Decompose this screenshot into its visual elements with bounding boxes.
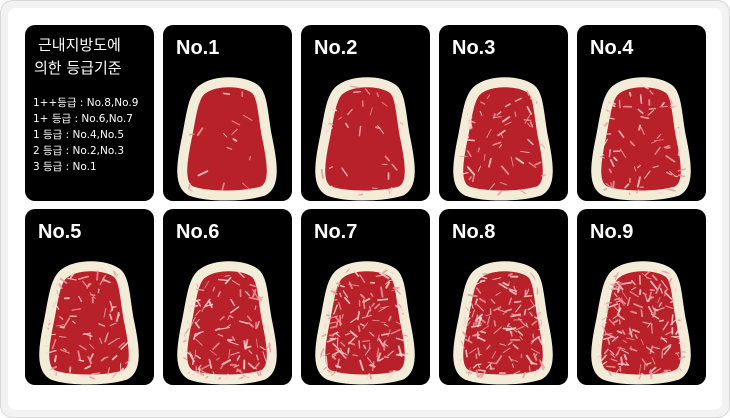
grade-panel: No.3 bbox=[439, 25, 568, 201]
panel-label: No.4 bbox=[590, 37, 634, 59]
legend-bg bbox=[25, 25, 154, 201]
meat-rim bbox=[177, 77, 277, 201]
grade-panel: No.9 bbox=[577, 209, 706, 385]
grade-panel: No.1 bbox=[163, 25, 292, 201]
meat-rim bbox=[591, 77, 691, 201]
meat-rim bbox=[315, 77, 415, 201]
grade-panel: No.8 bbox=[439, 209, 568, 385]
panel-label: No.5 bbox=[38, 221, 81, 243]
marbling bbox=[458, 267, 548, 380]
legend-line: 2 등급 : No.2,No.3 bbox=[33, 145, 124, 157]
panel-label: No.8 bbox=[452, 221, 495, 243]
panel-label: No.7 bbox=[314, 221, 357, 243]
grade-panel: No.2 bbox=[301, 25, 430, 201]
grade-panel: No.4 bbox=[577, 25, 706, 201]
legend-line: 1++등급 : No.8,No.9 bbox=[33, 97, 138, 109]
panel-label: No.1 bbox=[176, 37, 219, 59]
legend-title: 근내지방도에 bbox=[38, 36, 121, 54]
grade-panel: No.5 bbox=[25, 209, 154, 385]
panel-label: No.6 bbox=[176, 221, 219, 243]
grade-panel: No.7 bbox=[301, 209, 430, 385]
marbling bbox=[182, 84, 272, 196]
marbling bbox=[596, 83, 686, 196]
legend-line: 1 등급 : No.4,No.5 bbox=[33, 129, 124, 141]
legend-title: 의한 등급기준 bbox=[34, 59, 122, 77]
grade-panel: No.6 bbox=[163, 209, 292, 385]
panel-label: No.3 bbox=[452, 37, 495, 59]
panel-label: No.9 bbox=[590, 221, 633, 243]
legend-panel: 근내지방도에 의한 등급기준 1++등급 : No.8,No.9 1+ 등급 :… bbox=[25, 25, 154, 201]
legend-line: 3 등급 : No.1 bbox=[33, 161, 97, 173]
panel-label: No.2 bbox=[314, 37, 357, 59]
legend-line: 1+ 등급 : No.6,No.7 bbox=[33, 113, 133, 125]
